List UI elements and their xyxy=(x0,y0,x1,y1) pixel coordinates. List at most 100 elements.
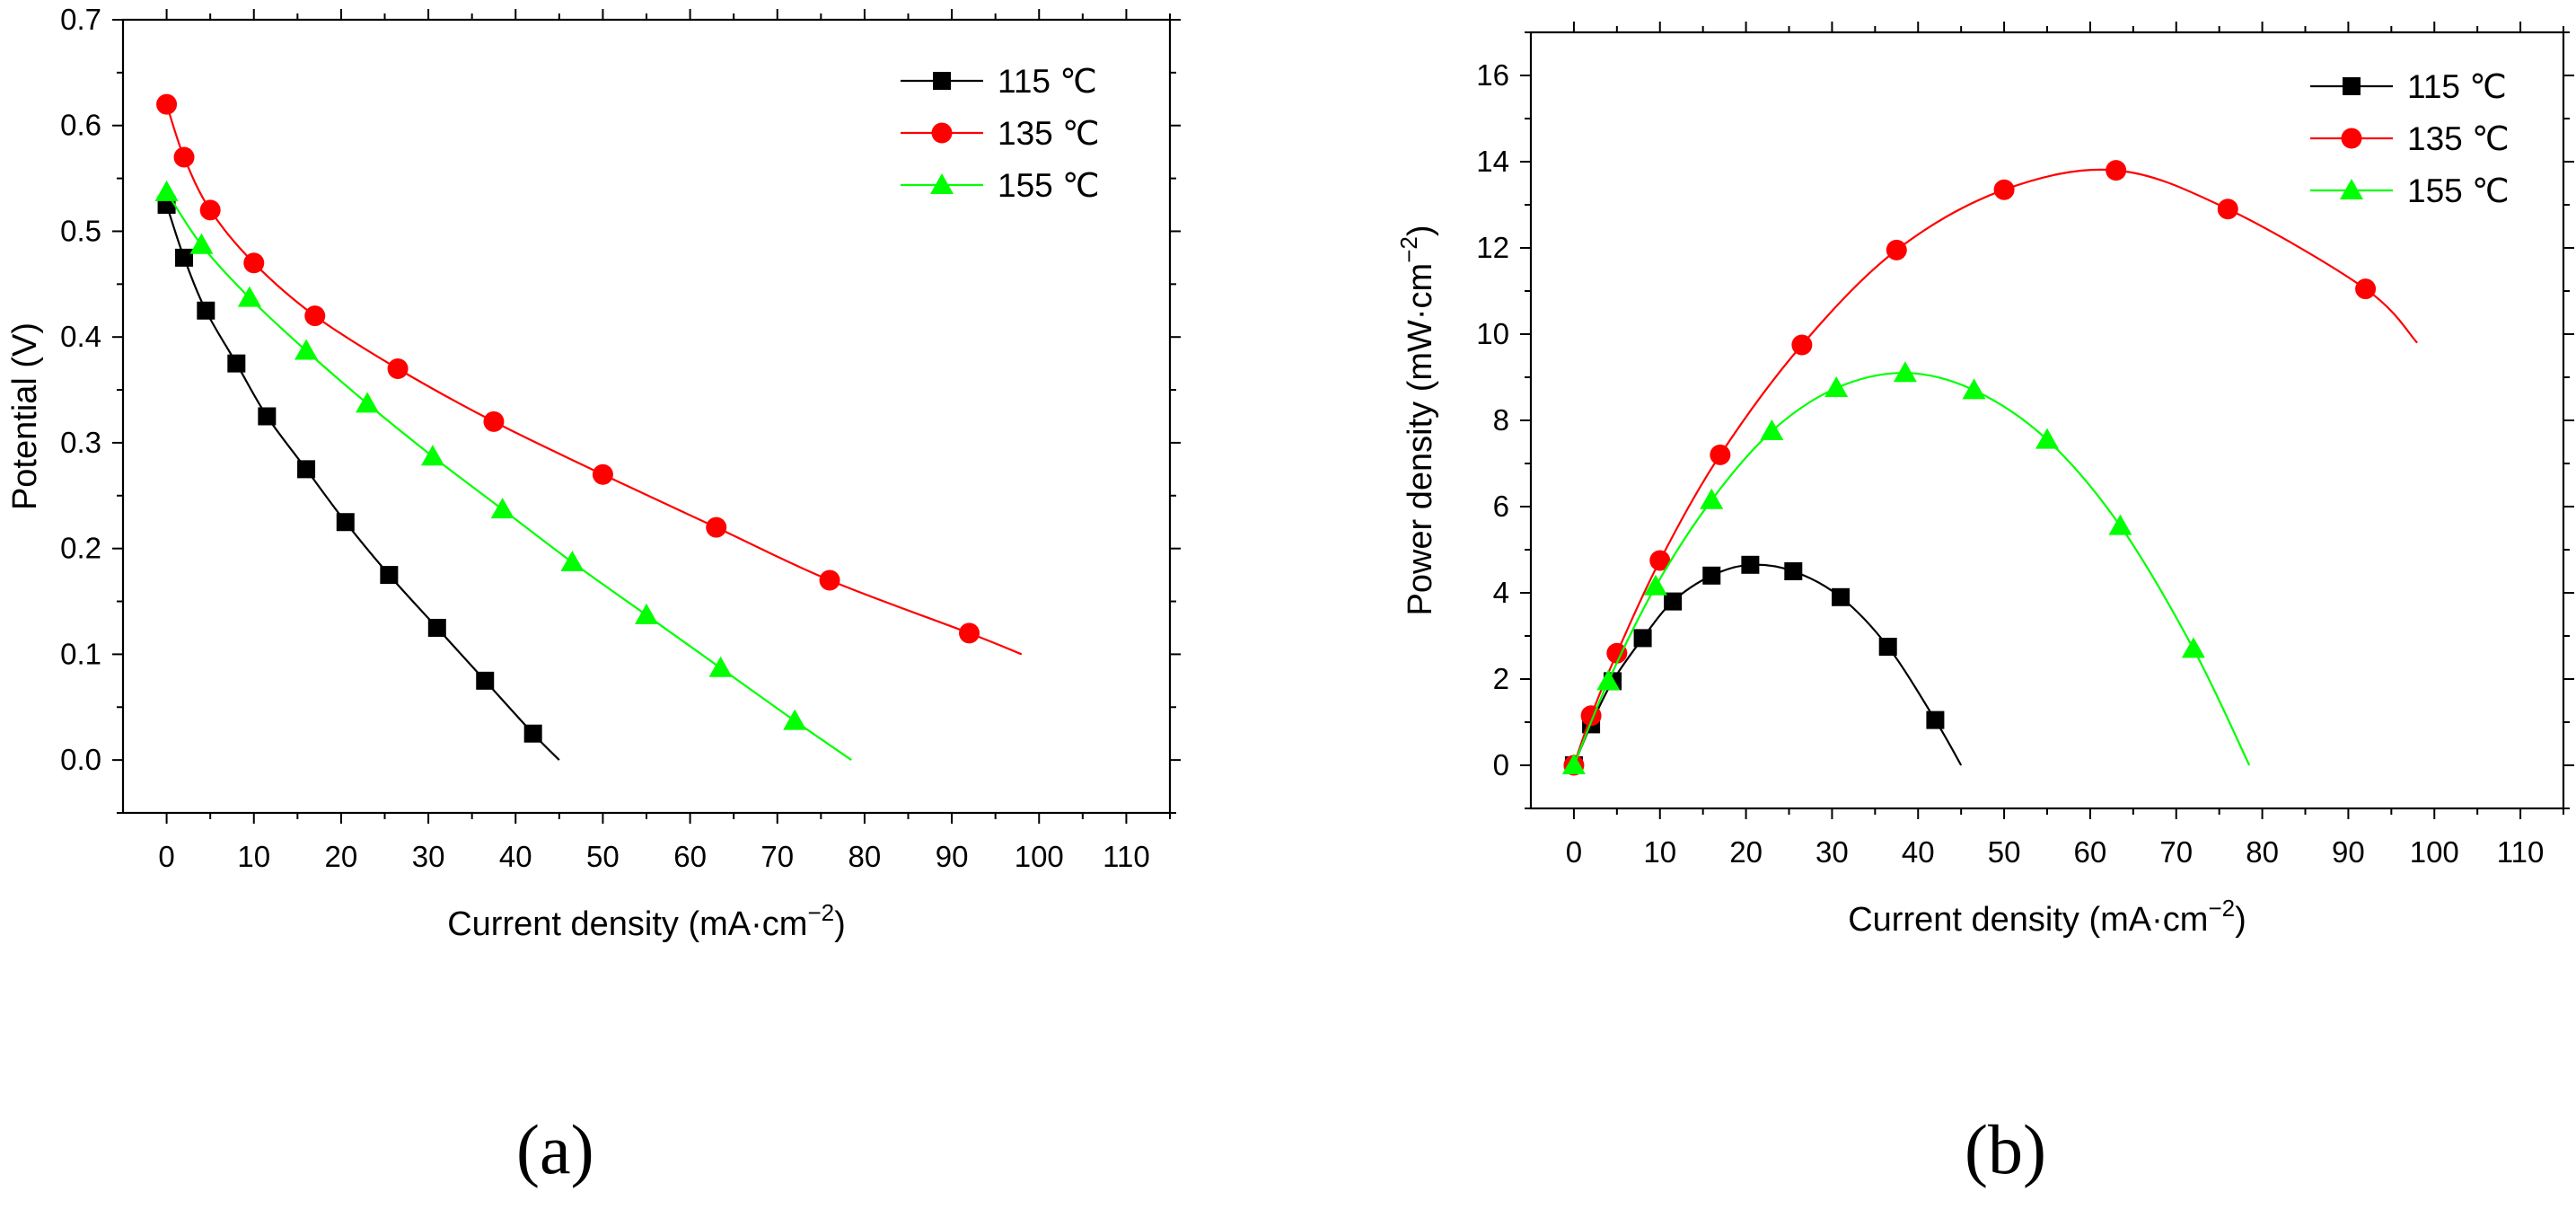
chart-a-series-2-point xyxy=(592,463,613,485)
chart-b-legend-marker xyxy=(2341,128,2362,149)
chart-b-series-3-point xyxy=(1700,488,1724,509)
chart-b-series-3-line xyxy=(1572,372,2251,766)
chart-a-series-2-point xyxy=(706,516,727,538)
chart-a-legend-item-3: 155 ℃ xyxy=(901,167,1100,204)
chart-b-series-2-point xyxy=(2217,199,2238,220)
chart-b-xtick-label: 20 xyxy=(1729,835,1763,869)
chart-b-legend-label: 115 ℃ xyxy=(2407,68,2507,105)
chart-a-series-1-point xyxy=(380,566,399,585)
chart-a-xtick-label: 110 xyxy=(1103,840,1150,873)
chart-b-xtick-label: 70 xyxy=(2159,835,2193,869)
chart-b-xaxis-label-end: ) xyxy=(2235,901,2246,939)
chart-a-xtick-label: 70 xyxy=(760,840,794,873)
chart-a-yaxis-label: Potential (V) xyxy=(6,322,44,510)
chart-a-xtick-label: 60 xyxy=(673,840,707,873)
chart-b-ytick-label: 16 xyxy=(1476,58,1509,92)
chart-a-series-2-point xyxy=(819,569,840,591)
chart-b-xtick-label: 50 xyxy=(1988,835,2021,869)
chart-b-legend-label: 135 ℃ xyxy=(2407,120,2510,157)
chart-b-xtick-label: 30 xyxy=(1816,835,1849,869)
chart-a-legend-marker xyxy=(930,173,954,194)
chart-a-series-3-point xyxy=(490,498,514,519)
chart-a-ytick-label: 0.5 xyxy=(60,214,101,247)
chart-a-series-2-line xyxy=(165,103,1023,656)
chart-b-ytick-label: 6 xyxy=(1493,490,1509,523)
chart-a-legend-label: 155 ℃ xyxy=(998,167,1100,204)
chart-a-ytick-label: 0.7 xyxy=(60,3,101,36)
chart-b-xtick-label: 110 xyxy=(2497,835,2545,869)
chart-b-xtick-label: 60 xyxy=(2074,835,2107,869)
chart-a-xtick-label: 20 xyxy=(325,840,358,873)
chart-a-series-2-point xyxy=(156,93,178,115)
chart-a-xtick-label: 100 xyxy=(1015,840,1064,873)
chart-b-xtick-label: 80 xyxy=(2246,835,2279,869)
chart-b-legend-item-1: 115 ℃ xyxy=(2310,68,2507,105)
chart-a-series-2-point xyxy=(483,410,505,432)
chart-a-series-1-point xyxy=(258,407,277,426)
chart-b-xaxis-label: Current density (mA·cm−2) xyxy=(1848,895,2246,939)
chart-a-legend-marker xyxy=(931,122,953,144)
chart-b-series-2-point xyxy=(2355,278,2377,300)
chart-b-series-1-point xyxy=(1664,592,1683,611)
chart-a-series-1-point xyxy=(175,248,194,267)
chart-b-yaxis-label-sup: −2 xyxy=(1395,236,1422,263)
chart-a-series-3-point xyxy=(154,180,179,201)
chart-a-legend-label: 115 ℃ xyxy=(998,63,1097,100)
chart-b-series-3-point xyxy=(1824,376,1849,397)
chart-a-series-2-point xyxy=(387,358,409,380)
chart-a-xtick-label: 90 xyxy=(936,840,969,873)
chart-b-yaxis-label: Power density (mW·cm−2) xyxy=(1395,225,1439,615)
chart-b-legend-marker xyxy=(2343,77,2361,95)
chart-a-ytick-label: 0.4 xyxy=(60,320,101,353)
chart-b-legend-item-3: 155 ℃ xyxy=(2310,172,2510,209)
chart-a-xtick-label: 10 xyxy=(237,840,270,873)
panel-label-a: (a) xyxy=(516,1110,594,1188)
chart-a-xtick-label: 30 xyxy=(412,840,445,873)
chart-b-series-1-point xyxy=(1784,562,1803,580)
chart-b-series-2-point xyxy=(1791,334,1813,356)
chart-a-series-1-line xyxy=(165,204,560,761)
chart-a-xtick-label: 50 xyxy=(586,840,620,873)
chart-b-yaxis-label-main: Power density (mW·cm xyxy=(1402,263,1439,616)
chart-b-series-1-point xyxy=(1832,587,1850,606)
chart-b-ytick-label: 0 xyxy=(1493,748,1509,781)
chart-b-series-3-point xyxy=(1561,754,1586,774)
chart-b-xtick-label: 0 xyxy=(1566,835,1582,869)
chart-b-series-2-point xyxy=(1993,179,2015,200)
chart-b-ytick-label: 8 xyxy=(1493,403,1509,437)
chart-a-svg: 0 10 20 30 40 50 60 70 80 90 100 110 0.0 0.1 0.2 0.3 0.4… xyxy=(6,3,1181,943)
chart-b-yaxis-label-end: ) xyxy=(1402,225,1439,236)
chart-b-xtick-label: 90 xyxy=(2332,835,2365,869)
chart-a-series-3-point xyxy=(560,550,585,571)
chart-a-xaxis-label: Current density (mA·cm−2) xyxy=(447,899,846,943)
chart-a-ytick-label: 0.6 xyxy=(60,109,101,142)
chart-a-series-3-point xyxy=(356,392,380,413)
chart-b-xtick-label: 100 xyxy=(2410,835,2459,869)
chart-a-series-3-point xyxy=(295,339,319,360)
chart-a-series-1-point xyxy=(227,354,246,373)
chart-a-yaxis-label-main: Potential (V) xyxy=(6,322,44,510)
chart-b-svg: 0 10 20 30 40 50 60 70 80 90 100 110 0 2 4 6 8 10 12 14 16 Cu… xyxy=(1395,22,2574,939)
chart-b: 0 10 20 30 40 50 60 70 80 90 100 110 0 2 4 6 8 10 12 14 16 Cu… xyxy=(1347,0,2576,1214)
chart-b-series-2-point xyxy=(1886,239,1907,260)
chart-a-series-3-point xyxy=(420,445,444,466)
chart-a-series-3-point xyxy=(783,709,807,730)
chart-b-xtick-label: 40 xyxy=(1902,835,1935,869)
chart-a-ytick-label: 0.1 xyxy=(60,637,101,670)
chart-a-legend-item-1: 115 ℃ xyxy=(901,63,1097,100)
chart-b-xtick-label: 10 xyxy=(1643,835,1676,869)
chart-a-ytick-label: 0.2 xyxy=(60,532,101,565)
chart-a-series-1-point xyxy=(476,671,495,690)
chart-b-ytick-label: 2 xyxy=(1493,662,1509,695)
chart-b-legend-label: 155 ℃ xyxy=(2407,172,2510,209)
chart-a-series-1-point xyxy=(523,724,542,743)
panel-label-b: (b) xyxy=(1965,1110,2046,1188)
chart-a-series-2-point xyxy=(304,305,326,327)
chart-a-legend-label: 135 ℃ xyxy=(998,115,1100,152)
chart-a-xaxis-label-sup: −2 xyxy=(807,899,834,926)
chart-a-series-3-point xyxy=(708,656,733,677)
chart-b-series-1-point xyxy=(1926,710,1945,729)
chart-b-series-1-point xyxy=(1878,638,1897,656)
chart-b-series-1-point xyxy=(1741,555,1760,574)
chart-b-series-2-line xyxy=(1572,168,2418,766)
